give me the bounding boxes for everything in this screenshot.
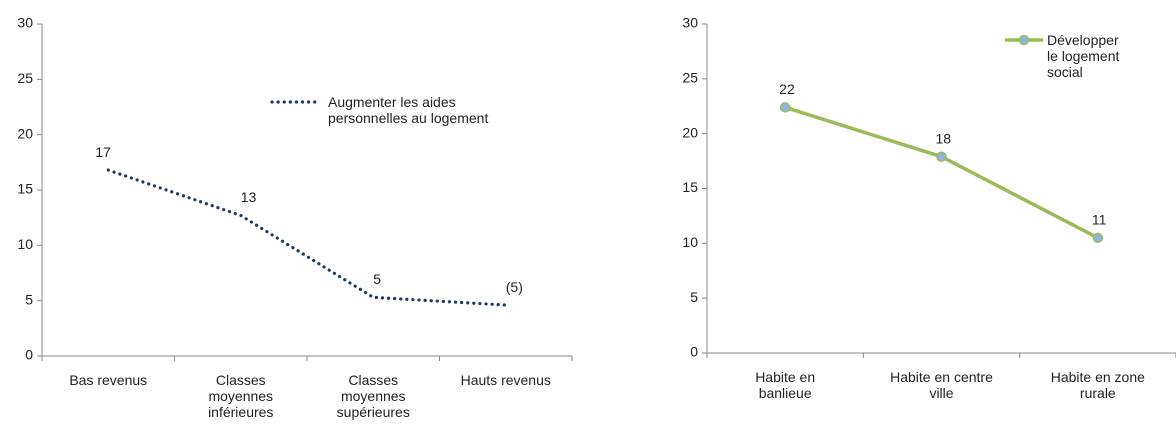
legend-marker [1018, 34, 1030, 46]
y-tick-label: 10 [682, 234, 698, 250]
point-marker [936, 151, 947, 162]
y-tick-label: 15 [682, 179, 698, 195]
x-tick-label: Classes moyennes supérieures [336, 372, 410, 420]
data-label: 11 [1092, 212, 1107, 228]
data-label: 22 [779, 81, 795, 97]
x-tick-label: Hauts revenus [460, 372, 551, 388]
y-tick-label: 20 [682, 124, 698, 140]
y-tick-label: 0 [690, 344, 698, 360]
point-marker [1092, 232, 1104, 244]
series-line [784, 105, 1099, 240]
point-marker [779, 102, 791, 113]
y-tick-label: 25 [682, 70, 698, 86]
y-tick-label: 0 [25, 347, 33, 363]
data-label: 18 [936, 130, 952, 146]
series-line [106, 168, 508, 307]
y-tick-label: 25 [17, 70, 33, 86]
y-tick-label: 5 [25, 291, 33, 307]
data-label: (5) [506, 279, 523, 295]
y-tick-label: 10 [17, 236, 33, 252]
y-tick-label: 30 [17, 15, 33, 31]
legend-label: Augmenter les aides personnelles au loge… [328, 94, 489, 126]
y-tick-label: 20 [17, 125, 33, 141]
x-tick-label: Classes moyennes inférieures [208, 372, 274, 420]
y-tick-label: 30 [682, 15, 698, 31]
x-tick-label: Habite en centre ville [890, 369, 993, 401]
data-label: 17 [95, 144, 111, 160]
x-tick-label: Habite en zone rurale [1050, 369, 1145, 401]
y-tick-label: 15 [17, 181, 33, 197]
data-label: 13 [241, 189, 257, 205]
y-tick-label: 5 [690, 289, 698, 305]
x-tick-label: Habite en banlieue [755, 369, 816, 401]
data-label: 5 [373, 271, 381, 287]
x-tick-label: Bas revenus [69, 372, 148, 388]
legend-label: Développer le logement social [1047, 32, 1120, 80]
